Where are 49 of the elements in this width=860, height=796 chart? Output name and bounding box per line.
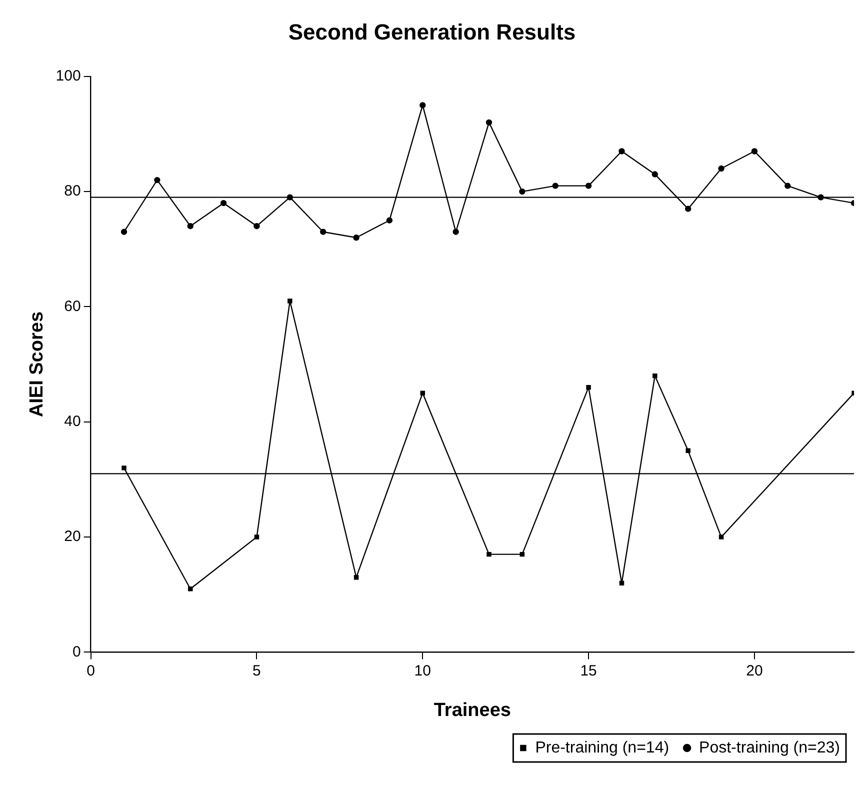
point	[254, 223, 260, 230]
point	[154, 176, 160, 184]
point	[353, 234, 360, 241]
point	[122, 466, 126, 470]
x-tick-label: 0	[86, 662, 95, 680]
point	[354, 574, 359, 580]
y-tick-label: 100	[56, 68, 81, 85]
legend-label: Post-training (n=23)	[699, 739, 840, 756]
point	[420, 390, 426, 396]
point	[552, 182, 558, 189]
point	[187, 223, 194, 230]
x-tick-label: 15	[580, 662, 597, 680]
point	[220, 200, 227, 206]
y-tick-label: 60	[64, 298, 81, 315]
y-tick-label: 20	[64, 528, 81, 546]
point	[188, 586, 193, 592]
point	[751, 148, 758, 154]
y-tick-label: 0	[72, 643, 81, 660]
point	[386, 217, 393, 224]
point	[718, 534, 724, 540]
x-axis-title: Trainees	[434, 700, 511, 721]
point	[452, 228, 459, 235]
point	[120, 228, 128, 235]
point	[652, 373, 658, 378]
y-tick-label: 80	[64, 182, 81, 200]
x-tick-label: 20	[746, 662, 763, 680]
y-tick-label: 40	[64, 413, 81, 430]
point	[486, 552, 492, 557]
point	[652, 171, 658, 178]
point	[420, 102, 426, 108]
point	[684, 206, 692, 212]
point	[618, 148, 625, 154]
point	[254, 534, 260, 540]
point	[288, 298, 292, 304]
point	[619, 580, 624, 586]
point	[520, 552, 525, 557]
x-tick-label: 5	[252, 662, 261, 680]
legend-label: Pre-training (n=14)	[535, 739, 670, 756]
point	[586, 384, 591, 390]
chart-title: Second Generation Results	[288, 19, 576, 44]
point	[486, 119, 492, 126]
point	[784, 182, 791, 189]
y-axis-title: AIEI Scores	[26, 311, 48, 418]
x-tick-label: 10	[414, 662, 431, 680]
point	[519, 188, 526, 195]
point	[718, 165, 724, 172]
point	[686, 448, 690, 454]
point	[320, 228, 326, 235]
point	[585, 182, 592, 189]
